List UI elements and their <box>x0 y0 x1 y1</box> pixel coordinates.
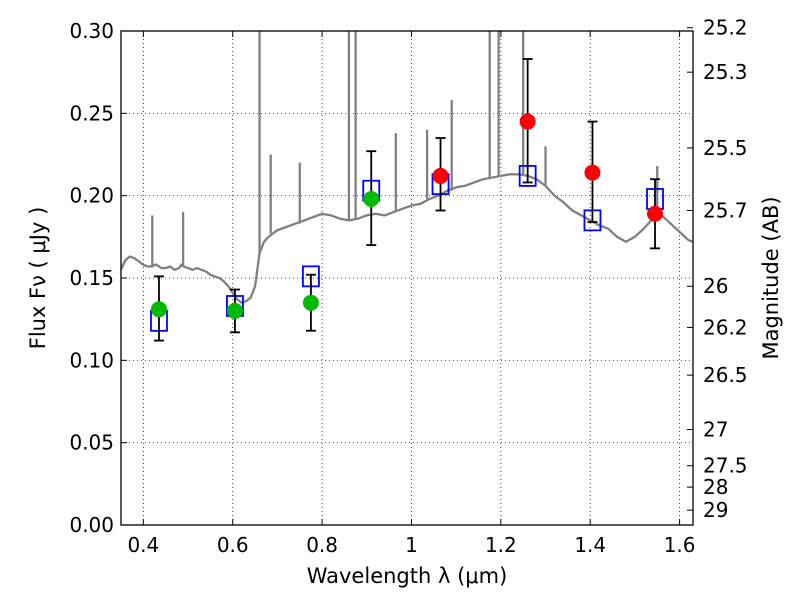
y2-tick-label: 25.5 <box>703 136 748 160</box>
plot-background <box>121 31 693 525</box>
observed-flux-point <box>432 167 449 184</box>
axis-ticks: 0.4 0.6 0.8 1 1.2 1.4 1.6 0.00 0.05 0.10 0.15 0.20 0… <box>69 16 747 557</box>
x-tick-label: 1.4 <box>574 533 606 557</box>
y2-tick-label: 27 <box>703 417 728 441</box>
y2-tick-label: 25.7 <box>703 198 748 222</box>
x-tick-label: 0.6 <box>217 533 249 557</box>
x-tick-label: 1.6 <box>664 533 696 557</box>
y2-tick-label: 25.2 <box>703 16 748 40</box>
y2-tick-label: 28 <box>703 475 728 499</box>
observed-flux-point <box>584 164 601 181</box>
y-tick-label: 0.10 <box>69 348 114 372</box>
y-tick-label: 0.20 <box>69 184 114 208</box>
y2-tick-label: 26.2 <box>703 315 748 339</box>
x-tick-label: 1 <box>405 533 418 557</box>
y-axis-title: Flux Fν ( μJy ) <box>26 207 50 350</box>
x-tick-label: 0.4 <box>127 533 159 557</box>
y2-tick-label: 26 <box>703 274 728 298</box>
observed-flux-point <box>363 190 380 207</box>
y-tick-label: 0.15 <box>69 266 114 290</box>
y-tick-label: 0.30 <box>69 19 114 43</box>
model-spectrum <box>121 31 693 304</box>
y-tick-label: 0.25 <box>69 101 114 125</box>
y-tick-label: 0.05 <box>69 431 114 455</box>
x-axis-title: Wavelength λ (μm) <box>307 564 508 588</box>
observed-flux-point <box>647 205 664 222</box>
x-tick-label: 1.2 <box>485 533 517 557</box>
model-spectrum-line <box>121 173 693 304</box>
x-tick-label: 0.8 <box>306 533 338 557</box>
y-tick-label: 0.00 <box>69 513 114 537</box>
observed-flux-point <box>302 294 319 311</box>
y2-tick-label: 29 <box>703 498 728 522</box>
y2-tick-label: 25.3 <box>703 60 748 84</box>
y2-axis-title: Magnitude (AB) <box>759 196 783 359</box>
observed-flux-point <box>519 113 536 130</box>
y2-tick-label: 26.5 <box>703 363 748 387</box>
data-markers <box>150 58 664 342</box>
observed-flux-point <box>150 301 167 318</box>
y2-tick-label: 27.5 <box>703 454 748 478</box>
observed-flux-point <box>226 302 243 319</box>
